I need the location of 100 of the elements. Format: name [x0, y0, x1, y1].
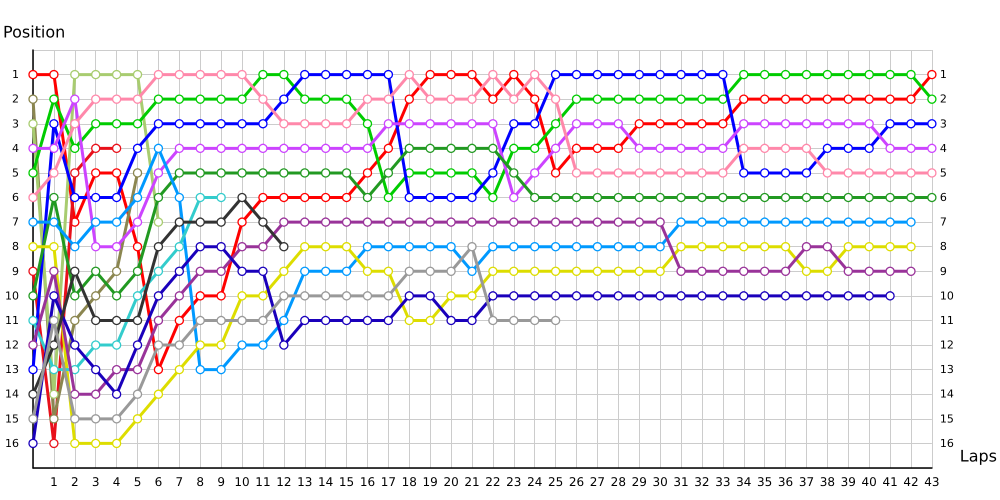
point [112, 144, 122, 153]
point [28, 70, 38, 80]
y-tick-label: 10 [5, 289, 19, 302]
point [426, 291, 435, 301]
y-tick-label: 13 [5, 363, 19, 376]
point [237, 192, 247, 202]
point [927, 70, 937, 80]
y2-tick-label: 10 [940, 289, 954, 302]
point [28, 291, 38, 301]
x-tick-label: 4 [112, 475, 120, 489]
point [572, 192, 582, 202]
x-tick-label: 12 [276, 475, 292, 489]
point [655, 192, 665, 202]
point [300, 192, 310, 202]
point [91, 119, 100, 128]
point [780, 70, 790, 80]
point [384, 144, 394, 153]
point [780, 144, 790, 153]
point [237, 316, 247, 326]
x-tick-label: 10 [234, 475, 250, 489]
point [467, 217, 477, 227]
point [384, 94, 394, 104]
y-tick-label: 12 [5, 338, 19, 352]
point [49, 438, 59, 448]
point [718, 192, 728, 202]
point [802, 266, 812, 276]
point [885, 168, 895, 178]
y-tick-label: 14 [5, 388, 19, 401]
point [530, 192, 540, 202]
x-tick-label: 1 [50, 475, 58, 489]
point [132, 266, 142, 276]
point [822, 119, 832, 128]
point [906, 168, 916, 178]
point [864, 94, 874, 104]
point [112, 438, 122, 448]
point [154, 217, 164, 227]
point [342, 217, 352, 227]
point [572, 70, 582, 80]
point [655, 217, 665, 227]
point [70, 70, 80, 80]
x-tick-label: 6 [154, 475, 162, 489]
point [300, 291, 310, 301]
point [174, 291, 184, 301]
x-tick-label: 20 [443, 475, 459, 489]
point [906, 70, 916, 80]
point [216, 119, 226, 128]
point [488, 94, 498, 104]
point [655, 144, 665, 153]
point [864, 242, 874, 252]
point [780, 119, 790, 128]
point [822, 291, 832, 301]
point [154, 242, 164, 252]
point [592, 217, 602, 227]
y-tick-label: 8 [12, 240, 19, 254]
point [404, 144, 414, 153]
point [572, 94, 582, 104]
point [237, 217, 247, 227]
x-tick-label: 31 [673, 475, 689, 489]
point [196, 168, 205, 178]
point [132, 390, 142, 399]
y2-tick-label: 9 [940, 264, 947, 278]
point [154, 168, 164, 178]
y-tick-label: 7 [12, 216, 19, 229]
point [174, 340, 184, 350]
point [885, 266, 895, 276]
point [321, 94, 330, 104]
point [404, 192, 414, 202]
x-tick-label: 2 [70, 475, 79, 489]
y2-tick-label: 1 [940, 68, 947, 82]
point [697, 291, 707, 301]
point [70, 316, 80, 326]
point [300, 144, 310, 153]
point [196, 242, 205, 252]
point [530, 70, 540, 80]
point [384, 217, 394, 227]
point [174, 70, 184, 80]
point [91, 94, 100, 104]
y2-tick-label: 11 [940, 314, 954, 327]
point [697, 192, 707, 202]
point [426, 144, 435, 153]
x-tick-label: 17 [380, 475, 396, 489]
y-tick-label: 2 [12, 92, 19, 106]
point [509, 217, 518, 227]
point [28, 144, 38, 153]
point [154, 316, 164, 326]
point [530, 316, 540, 326]
point [572, 217, 582, 227]
point [614, 192, 623, 202]
point [885, 217, 895, 227]
point [822, 217, 832, 227]
point [154, 119, 164, 128]
point [258, 94, 268, 104]
point [384, 242, 394, 252]
point [258, 340, 268, 350]
point [488, 192, 498, 202]
point [614, 70, 623, 80]
point [467, 242, 477, 252]
point [592, 70, 602, 80]
point [739, 242, 748, 252]
x-tick-label: 15 [338, 475, 354, 489]
